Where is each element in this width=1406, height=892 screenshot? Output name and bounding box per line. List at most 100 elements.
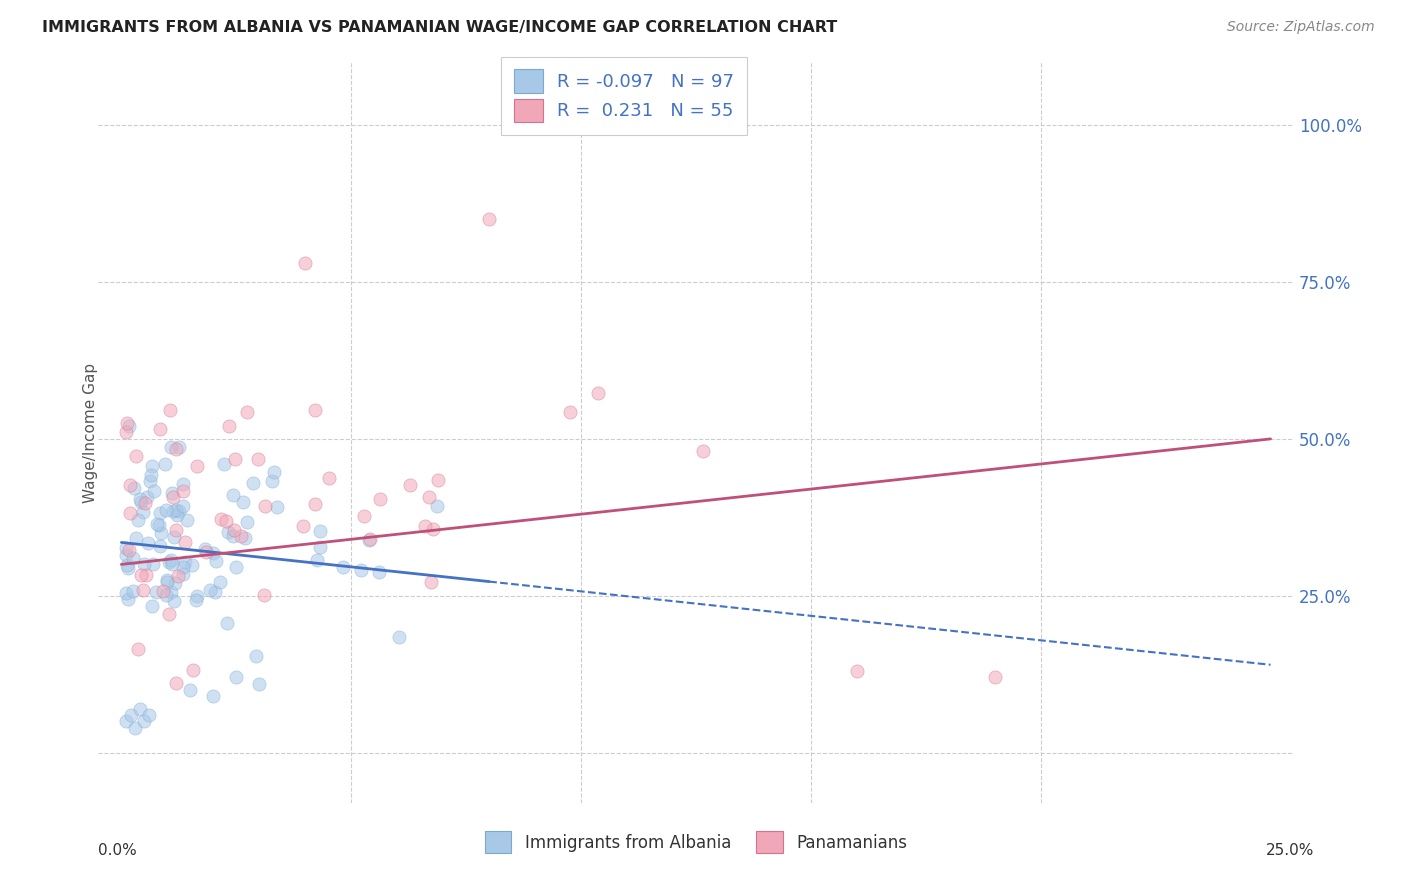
Point (155, 503, 177, 517)
Point (350, 563, 373, 577)
Point (184, 592, 207, 607)
Point (118, 506, 141, 520)
Point (125, 449, 148, 463)
Point (222, 488, 245, 502)
Point (367, 566, 389, 580)
Point (194, 545, 217, 559)
Point (218, 419, 240, 434)
Point (222, 528, 245, 542)
Point (215, 615, 238, 630)
Point (136, 491, 159, 505)
Point (266, 500, 288, 514)
Point (253, 588, 276, 602)
Point (225, 560, 247, 574)
Point (156, 574, 179, 589)
Point (231, 529, 253, 543)
Point (353, 508, 375, 523)
Point (478, 212, 501, 227)
Text: 25.0%: 25.0% (1267, 843, 1315, 858)
Point (247, 676, 270, 690)
Point (167, 440, 190, 454)
Point (208, 574, 231, 589)
Point (141, 458, 163, 473)
Point (134, 495, 156, 509)
Point (115, 541, 138, 556)
Point (117, 591, 139, 606)
Point (202, 689, 225, 703)
Point (135, 568, 157, 582)
Point (231, 495, 253, 509)
Point (427, 473, 450, 487)
Point (165, 576, 187, 591)
Point (176, 513, 198, 527)
Point (148, 518, 170, 533)
Point (309, 524, 332, 538)
Point (150, 526, 173, 541)
Point (217, 524, 239, 539)
Point (128, 701, 150, 715)
Point (984, 670, 1007, 684)
Point (166, 508, 188, 522)
Point (138, 474, 160, 488)
Point (165, 442, 187, 456)
Point (138, 708, 160, 723)
Point (162, 594, 184, 608)
Point (172, 499, 194, 513)
Point (139, 467, 162, 482)
Point (145, 585, 167, 599)
Point (122, 551, 145, 566)
Point (162, 558, 184, 572)
Point (159, 403, 181, 417)
Point (132, 558, 155, 572)
Point (160, 585, 183, 599)
Point (845, 664, 868, 678)
Point (245, 649, 267, 664)
Point (247, 452, 270, 467)
Point (304, 497, 326, 511)
Point (167, 569, 190, 583)
Point (399, 478, 422, 492)
Point (117, 561, 139, 575)
Point (172, 484, 194, 499)
Point (586, 385, 609, 400)
Point (129, 494, 152, 508)
Point (172, 477, 194, 491)
Point (263, 466, 285, 480)
Point (260, 474, 283, 488)
Point (332, 560, 354, 574)
Point (426, 499, 449, 513)
Point (162, 486, 184, 500)
Point (122, 481, 145, 495)
Point (124, 721, 146, 735)
Point (122, 583, 145, 598)
Point (222, 523, 245, 537)
Point (115, 558, 138, 572)
Point (172, 567, 194, 582)
Point (115, 585, 138, 599)
Point (127, 513, 149, 527)
Point (131, 568, 153, 582)
Point (209, 512, 232, 526)
Point (149, 539, 172, 553)
Point (420, 575, 443, 590)
Point (224, 451, 246, 466)
Point (152, 583, 174, 598)
Point (160, 440, 183, 454)
Point (115, 425, 138, 440)
Point (242, 475, 264, 490)
Point (156, 574, 179, 588)
Point (307, 552, 329, 566)
Point (115, 548, 138, 562)
Point (134, 714, 156, 729)
Point (155, 457, 177, 471)
Point (560, 404, 582, 418)
Point (117, 416, 139, 430)
Text: 0.0%: 0.0% (98, 843, 138, 858)
Point (165, 676, 187, 690)
Point (692, 443, 714, 458)
Point (174, 555, 197, 569)
Point (225, 670, 247, 684)
Point (155, 588, 177, 602)
Point (172, 559, 194, 574)
Point (186, 589, 208, 603)
